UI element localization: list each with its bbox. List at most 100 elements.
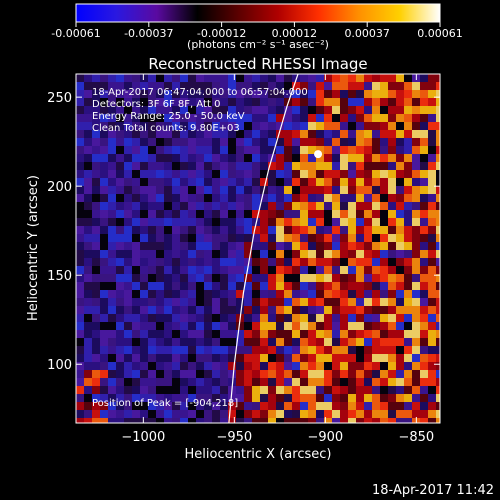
heatmap-cell [292,154,300,162]
heatmap-cell [252,98,260,106]
heatmap-cell [252,354,260,362]
heatmap-cell [164,202,172,210]
heatmap-cell [100,90,108,98]
heatmap-cell [428,154,436,162]
heatmap-cell [140,386,148,394]
heatmap-cell [340,386,348,394]
heatmap-cell [116,274,124,282]
heatmap-cell [204,218,212,226]
heatmap-cell [332,122,340,130]
heatmap-cell [420,410,428,418]
heatmap-cell [220,330,228,338]
heatmap-cell [164,154,172,162]
heatmap-cell [236,74,244,82]
heatmap-cell [292,314,300,322]
heatmap-cell [228,114,236,122]
heatmap-cell [284,138,292,146]
heatmap-cell [420,138,428,146]
heatmap-cell [276,346,284,354]
heatmap-cell [420,194,428,202]
heatmap-cell [436,274,440,282]
heatmap-cell [356,106,364,114]
heatmap-cell [284,314,292,322]
heatmap-cell [156,330,164,338]
heatmap-cell [428,114,436,122]
heatmap-cell [308,346,316,354]
heatmap-cell [228,362,236,370]
heatmap-cell [348,378,356,386]
heatmap-cell [100,114,108,122]
heatmap-cell [236,106,244,114]
heatmap-cell [76,330,84,338]
heatmap-cell [220,418,228,423]
heatmap-cell [172,98,180,106]
heatmap-cell [380,274,388,282]
heatmap-cell [316,362,324,370]
heatmap-cell [428,234,436,242]
heatmap-cell [372,210,380,218]
heatmap-cell [260,402,268,410]
heatmap-cell [252,114,260,122]
heatmap-cell [140,218,148,226]
heatmap-cell [196,402,204,410]
heatmap-cell [316,330,324,338]
heatmap-cell [316,194,324,202]
colorbar-tick-label: -0.00037 [124,27,173,40]
heatmap-cell [132,402,140,410]
heatmap-cell [244,378,252,386]
heatmap-cell [244,122,252,130]
heatmap-cell [404,346,412,354]
heatmap-cell [300,74,308,82]
heatmap-cell [172,178,180,186]
heatmap-cell [220,282,228,290]
heatmap-cell [436,250,440,258]
heatmap-cell [236,386,244,394]
heatmap-cell [84,146,92,154]
heatmap-cell [180,234,188,242]
heatmap-cell [204,194,212,202]
y-tick-label: 250 [47,91,72,106]
heatmap-cell [228,402,236,410]
heatmap-cell [380,354,388,362]
heatmap-cell [188,210,196,218]
heatmap-cell [180,106,188,114]
colorbar-unit-label: (photons cm⁻² s⁻¹ asec⁻²) [187,38,329,51]
heatmap-cell [372,306,380,314]
heatmap-cell [148,258,156,266]
heatmap-cell [156,362,164,370]
heatmap-cell [236,322,244,330]
heatmap-cell [252,122,260,130]
heatmap-cell [212,266,220,274]
heatmap-cell [252,106,260,114]
heatmap-cell [340,170,348,178]
heatmap-cell [308,218,316,226]
heatmap-cell [172,138,180,146]
heatmap-cell [124,402,132,410]
heatmap-cell [332,282,340,290]
heatmap-cell [380,266,388,274]
heatmap-cell [372,130,380,138]
heatmap-cell [260,362,268,370]
heatmap-cell [332,162,340,170]
heatmap-cell [76,322,84,330]
heatmap-cell [388,354,396,362]
heatmap-cell [420,250,428,258]
heatmap-cell [324,210,332,218]
heatmap-cell [412,250,420,258]
heatmap-cell [84,314,92,322]
heatmap-cell [428,346,436,354]
heatmap-cell [204,338,212,346]
heatmap-cell [84,418,92,423]
heatmap-cell [84,322,92,330]
heatmap-cell [412,138,420,146]
heatmap-cell [236,122,244,130]
heatmap-cell [284,90,292,98]
heatmap-cell [148,106,156,114]
heatmap-cell [196,74,204,82]
heatmap-cell [236,114,244,122]
heatmap-cell [204,402,212,410]
heatmap-cell [220,178,228,186]
heatmap-cell [204,386,212,394]
x-tick-label: −1000 [121,430,165,445]
heatmap-cell [204,154,212,162]
